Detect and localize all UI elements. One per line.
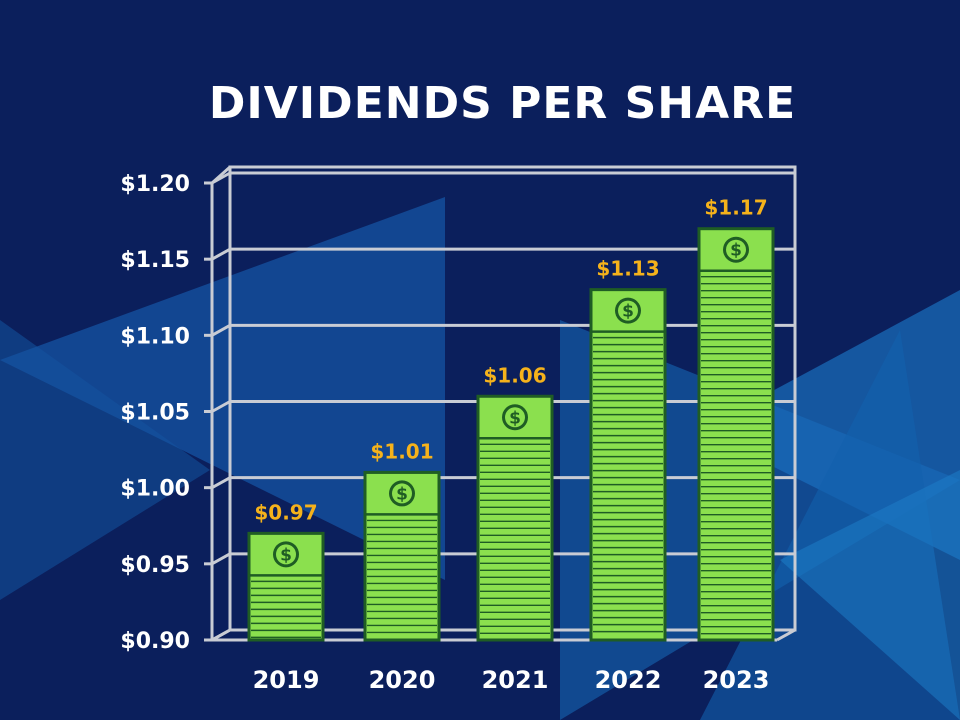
- dollar-sign-icon: $: [730, 241, 742, 261]
- x-tick-label: 2023: [703, 666, 770, 694]
- bar-2022: $ $1.13: [589, 257, 667, 642]
- bar-value-label: $1.01: [370, 439, 433, 463]
- bar: [476, 394, 554, 642]
- dollar-sign-icon: $: [509, 408, 521, 428]
- dollar-sign-icon: $: [280, 545, 292, 565]
- bar: [589, 288, 667, 642]
- bar-value-label: $0.97: [254, 500, 317, 524]
- bar-2019: $ $0.97: [247, 500, 325, 642]
- gridline-diagonal: [211, 628, 231, 642]
- y-tick-label: $1.15: [120, 248, 190, 273]
- x-tick-label: 2020: [369, 666, 436, 694]
- x-tick-label: 2021: [482, 666, 549, 694]
- dollar-coin-inner: [392, 483, 412, 504]
- y-tick-label: $1.05: [120, 401, 190, 426]
- dollar-sign-icon: $: [622, 302, 634, 322]
- floor-corner-right: [776, 628, 796, 642]
- y-tick-label: $1.00: [120, 477, 190, 502]
- dollar-coin-inner: [505, 407, 525, 428]
- x-axis: 2019 2020 2021 2022 2023: [253, 666, 770, 694]
- x-tick-label: 2019: [253, 666, 320, 694]
- chart-title: DIVIDENDS PER SHARE: [208, 78, 797, 129]
- dollar-coin-inner: [618, 300, 638, 321]
- dollar-sign-icon: $: [396, 484, 408, 504]
- dollar-coin-inner: [276, 544, 296, 565]
- bar-2023: $ $1.17: [697, 196, 775, 642]
- gridline-diagonal: [211, 476, 231, 489]
- gridline-diagonal: [211, 324, 231, 337]
- bar-value-label: $1.13: [596, 257, 659, 281]
- bar-value-label: $1.06: [483, 363, 546, 387]
- dollar-coin-inner: [726, 239, 746, 260]
- y-tick-label: $1.20: [120, 172, 190, 197]
- y-tick-label: $1.10: [120, 324, 190, 349]
- y-tick-label: $0.95: [120, 553, 190, 578]
- gridline-diagonal: [211, 400, 231, 413]
- bars: $ $0.97 $ $1.01 $ $1.06 $ $1.13 $ $1.17: [247, 196, 775, 642]
- bar-2021: $ $1.06: [476, 363, 554, 642]
- bar-value-label: $1.17: [704, 196, 767, 220]
- y-tick-label: $0.90: [120, 629, 190, 654]
- y-axis: $0.90 $0.95 $1.00 $1.05 $1.10 $1.15 $1.20: [120, 172, 212, 654]
- gridline-diagonal: [211, 247, 231, 261]
- x-tick-label: 2022: [595, 666, 662, 694]
- gridline-diagonal: [211, 171, 231, 185]
- gridline-diagonal: [211, 552, 231, 566]
- bar-2020: $ $1.01: [363, 439, 441, 642]
